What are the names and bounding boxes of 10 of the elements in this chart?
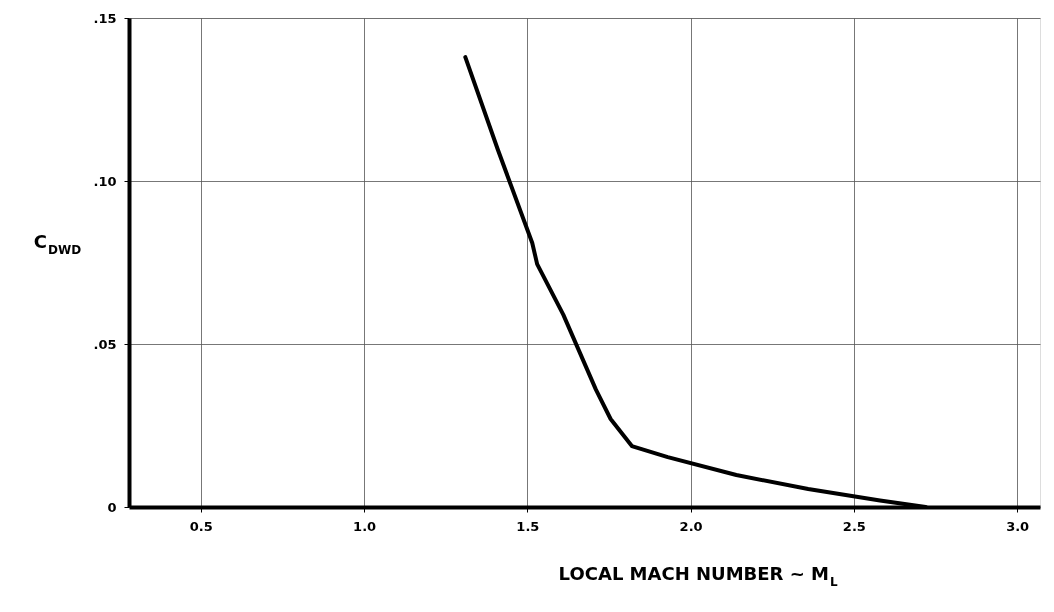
x-tick-label: 3.0: [1006, 518, 1030, 534]
y-tick-label: .10: [93, 173, 117, 189]
x-tick-label: 2.5: [842, 518, 866, 534]
y-tick-label: 0: [107, 499, 117, 515]
x-tick-label: 0.5: [189, 518, 213, 534]
y-tick-label: .05: [93, 336, 117, 352]
x-tick-label: 1.0: [353, 518, 377, 534]
x-tick-label: 1.5: [516, 518, 540, 534]
x-tick-label: 2.0: [679, 518, 703, 534]
y-tick-label: .15: [93, 10, 117, 26]
